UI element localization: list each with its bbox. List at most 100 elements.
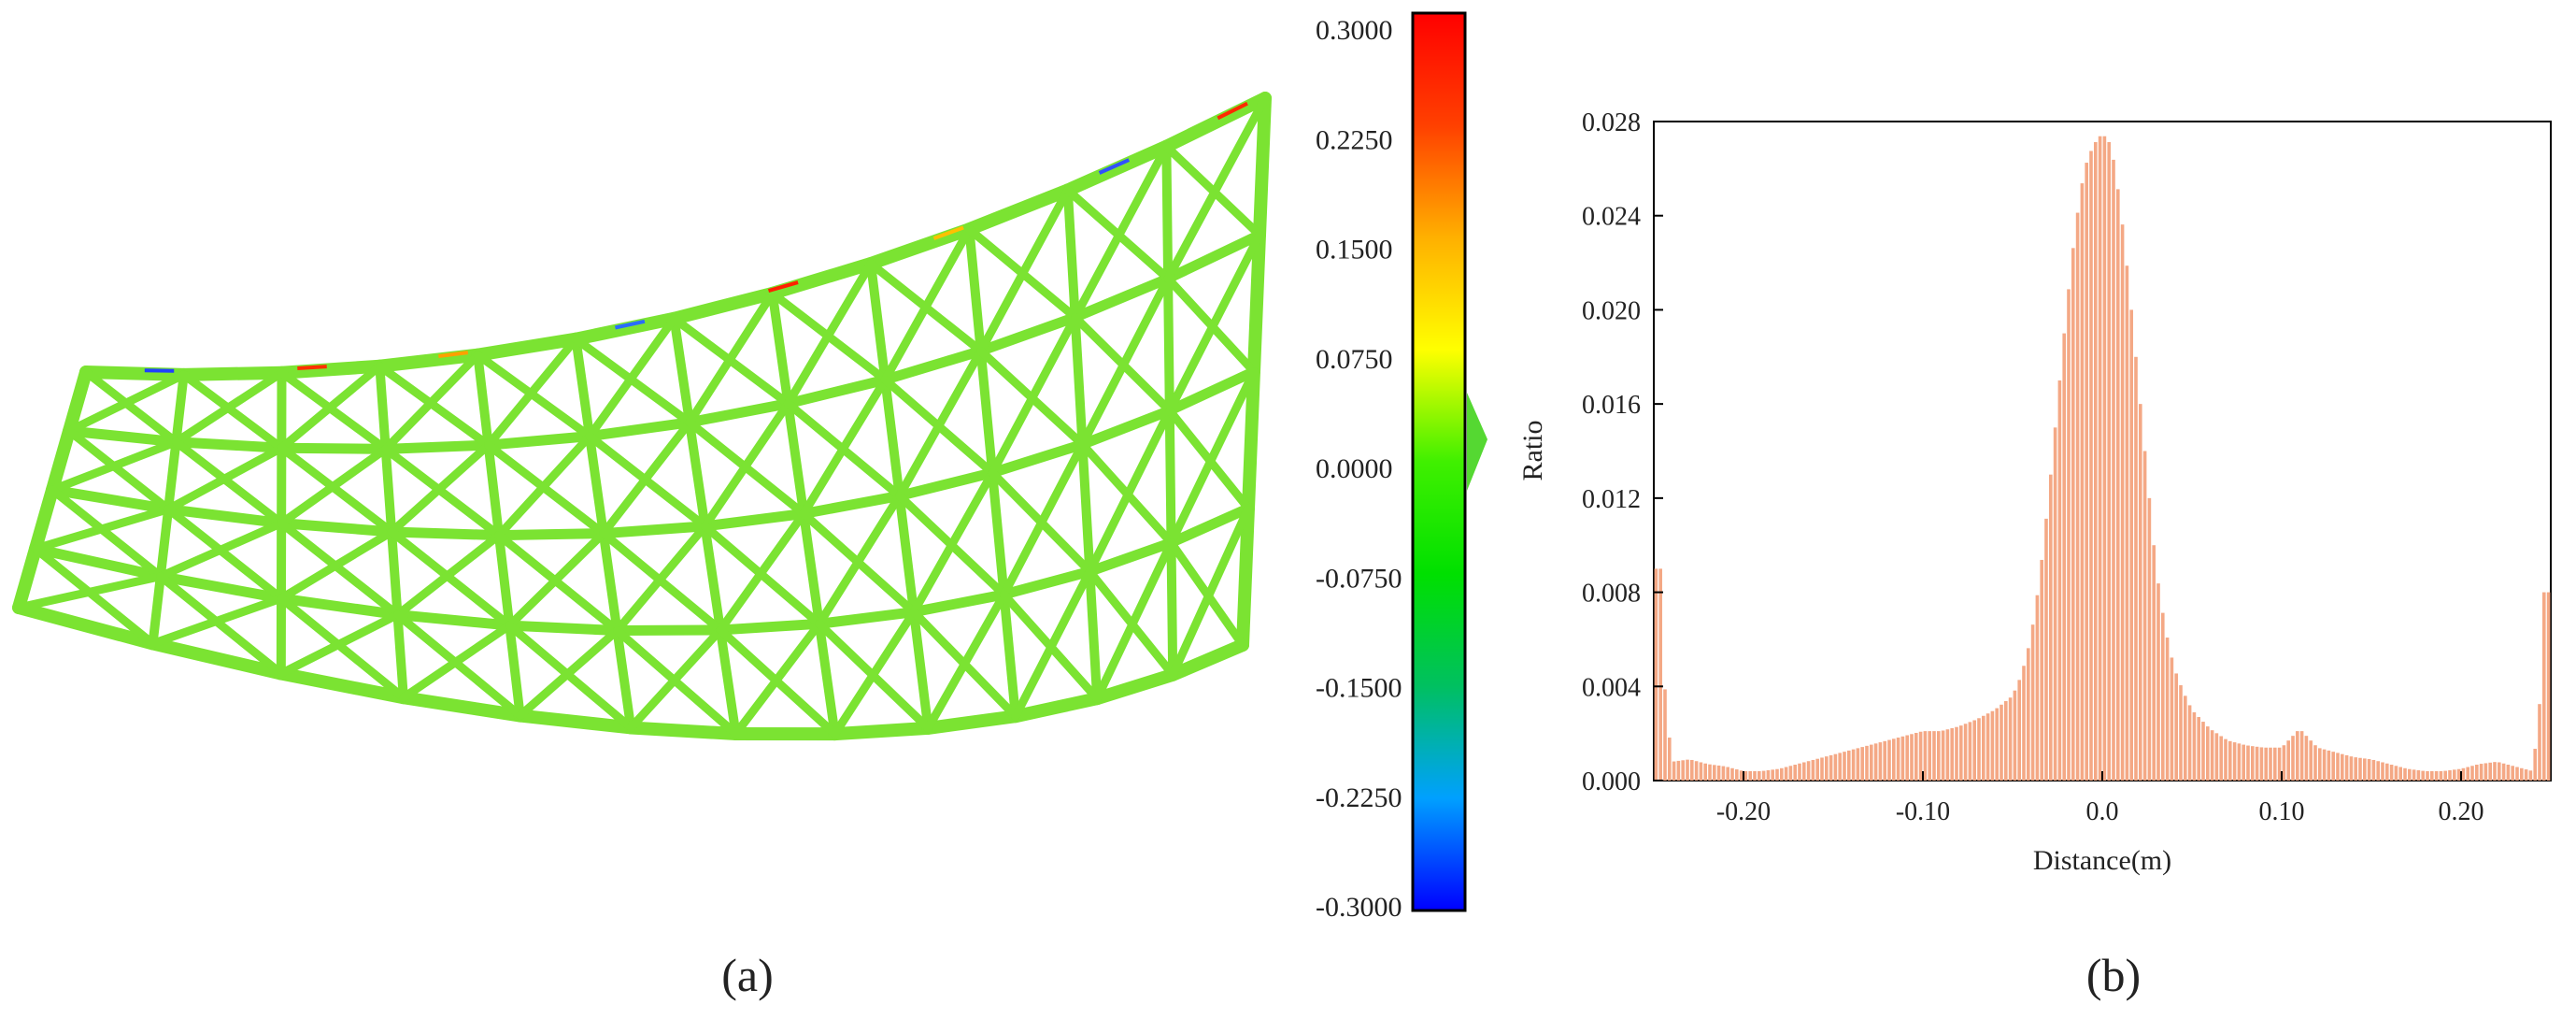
- histogram-bar: [2327, 750, 2331, 781]
- x-tick-label: 0.0: [2086, 797, 2119, 826]
- x-tick-label: -0.10: [1896, 797, 1950, 826]
- lattice-diagonal: [1165, 230, 1264, 415]
- histogram-bar: [1860, 747, 1864, 781]
- deviation-streak: [438, 351, 469, 359]
- panel-b-label: (b): [2086, 949, 2141, 1001]
- colorbar-tick-label: 0.1500: [1316, 235, 1393, 265]
- histogram-bar: [1726, 767, 1729, 781]
- lattice-chord: [999, 566, 1095, 600]
- colorbar-tick-label: 0.0750: [1316, 344, 1393, 375]
- lattice-strut: [1236, 501, 1255, 652]
- colorbar-gradient: [1411, 11, 1467, 912]
- histogram-bar: [1932, 731, 1936, 781]
- lattice-diagonal: [31, 544, 158, 648]
- lattice-chord: [396, 691, 527, 723]
- histogram-bar: [1739, 770, 1743, 781]
- lattice-diagonal: [484, 335, 580, 450]
- lattice-strut: [685, 417, 710, 531]
- histogram-bar: [1833, 753, 1838, 781]
- histogram-bar: [1811, 759, 1815, 781]
- x-tick-label: 0.10: [2259, 797, 2305, 826]
- lattice-strut: [1247, 228, 1266, 379]
- lattice-strut: [473, 350, 493, 451]
- histogram-bar: [1753, 770, 1757, 781]
- lattice-strut: [12, 542, 42, 614]
- lattice-chord: [1008, 692, 1104, 724]
- lattice-chord: [12, 601, 160, 651]
- lattice-diagonal: [1085, 406, 1174, 576]
- lattice-diagonal: [516, 626, 621, 721]
- histogram-bar: [1758, 770, 1761, 781]
- histogram-bar: [2475, 765, 2479, 781]
- lattice-chord: [163, 504, 287, 529]
- lattice-diagonal: [277, 444, 391, 528]
- histogram-bar: [1699, 762, 1703, 781]
- histogram-bar: [2381, 762, 2384, 781]
- colorbar: [1411, 11, 1487, 912]
- lattice-strut: [505, 621, 525, 721]
- histogram-chart: 0.000 0.004 0.008 0.012 0.016 0.020 0.024 0.028…: [1517, 108, 2552, 876]
- histogram-bar: [2232, 742, 2237, 781]
- lattice-strut: [171, 369, 189, 447]
- lattice-diagonal: [613, 522, 709, 636]
- lattice-chord: [380, 439, 494, 454]
- lattice-diagonal: [277, 610, 402, 679]
- lattice-diagonal: [880, 224, 974, 384]
- lattice-strut: [767, 288, 793, 409]
- lattice-diagonal: [64, 426, 173, 514]
- lattice-strut: [494, 530, 515, 631]
- lattice-mesh: [12, 92, 1272, 741]
- histogram-bar: [2515, 767, 2519, 781]
- lattice-diagonal: [156, 519, 286, 581]
- histogram-bar: [2170, 657, 2174, 781]
- histogram-bar: [1918, 731, 1923, 781]
- lattice-chord: [1084, 538, 1176, 577]
- histogram-bar: [1708, 764, 1712, 781]
- histogram-bar: [2349, 756, 2354, 781]
- histogram-bar: [2430, 770, 2434, 781]
- lattice-strut: [155, 504, 174, 581]
- histogram-bar: [1892, 738, 1896, 781]
- lattice-diagonal: [375, 362, 493, 450]
- histogram-bar: [1748, 770, 1752, 781]
- lattice-diagonal: [923, 590, 1008, 733]
- lattice-chord: [513, 709, 638, 735]
- histogram-bar: [2057, 380, 2062, 781]
- lattice-chord: [177, 366, 289, 381]
- histogram-bar: [2448, 769, 2452, 781]
- histogram-bar: [1972, 720, 1976, 781]
- deviation-streak: [1098, 158, 1131, 175]
- y-axis-ticks: 0.000 0.004 0.008 0.012 0.016 0.020 0.024 0.028: [1582, 108, 1663, 796]
- histogram-bar: [2075, 212, 2080, 781]
- histogram-bar: [2067, 289, 2071, 781]
- lattice-diagonal: [387, 440, 493, 537]
- histogram-bar: [1896, 738, 1900, 781]
- histogram-bar: [2000, 704, 2003, 781]
- lattice-chord: [798, 490, 905, 519]
- lattice-diagonal: [381, 444, 504, 540]
- histogram-bar: [2201, 722, 2205, 781]
- histogram-bar: [1798, 763, 1801, 781]
- histogram-bar: [1784, 767, 1788, 781]
- histogram-bar: [2416, 769, 2421, 781]
- histogram-bar: [2008, 697, 2013, 781]
- lattice-chord: [276, 442, 391, 454]
- histogram-bar: [1788, 766, 1793, 781]
- lattice-chord: [987, 438, 1088, 479]
- lattice-chord: [612, 624, 726, 637]
- histogram-bar: [2013, 690, 2017, 781]
- histogram-bar: [1686, 759, 1689, 781]
- lattice-chord: [624, 721, 743, 740]
- colorbar-tick-label: -0.3000: [1316, 892, 1402, 923]
- deviation-streak: [932, 225, 964, 240]
- lattice-diagonal: [599, 418, 694, 538]
- histogram-bar: [2483, 763, 2488, 781]
- histogram-bar: [1982, 715, 1985, 781]
- lattice-diagonal: [799, 375, 890, 518]
- lattice-strut: [866, 259, 890, 385]
- lattice-diagonal: [1000, 439, 1087, 599]
- histogram-bar: [2296, 731, 2299, 781]
- lattice-chord: [155, 571, 287, 604]
- histogram-bar: [2498, 762, 2501, 781]
